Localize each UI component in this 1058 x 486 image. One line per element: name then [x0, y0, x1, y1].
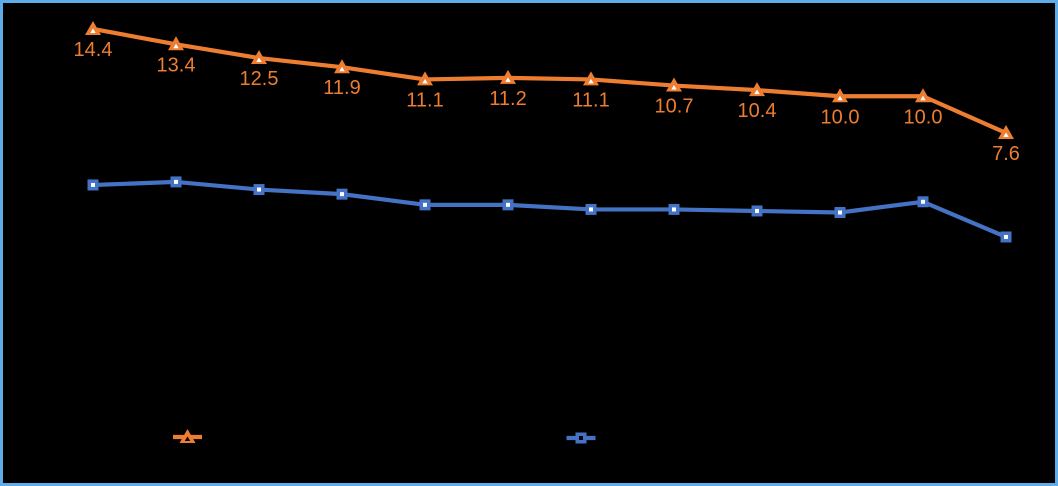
series-orange-data-label: 10.0 — [821, 106, 860, 128]
legend-item-orange — [173, 429, 202, 443]
series-orange-marker-triangle-center — [588, 78, 594, 84]
series-orange-marker-triangle — [998, 124, 1014, 139]
series-orange-marker-triangle — [749, 82, 765, 97]
series-blue-marker-square-center — [174, 179, 178, 184]
series-orange-marker-triangle-center — [90, 28, 96, 33]
series-orange-marker-triangle-center — [1003, 132, 1009, 137]
series-orange-marker-triangle-center — [173, 43, 179, 49]
legend-item-blue — [566, 432, 596, 444]
series-orange-data-label: 10.0 — [904, 106, 943, 128]
series-orange-marker-triangle — [915, 88, 931, 103]
series-blue-marker-square-center — [755, 208, 759, 213]
series-orange-data-label: 11.1 — [406, 89, 443, 111]
series-blue-marker-square-center — [257, 187, 261, 192]
series-blue — [87, 176, 1012, 243]
series-orange-marker-triangle — [168, 36, 184, 51]
series-orange-marker-triangle — [583, 71, 599, 86]
series-blue-marker-square-center — [838, 210, 842, 215]
series-orange-marker-triangle-center — [256, 57, 262, 63]
series-orange-marker-triangle — [334, 59, 350, 74]
series-orange-marker-triangle-center — [505, 77, 511, 82]
series-orange-marker-triangle-center — [837, 95, 843, 101]
series-orange-line — [90, 26, 1009, 136]
series-blue-marker-square-center — [91, 182, 95, 187]
series-orange-marker-triangle-center — [754, 89, 760, 95]
series-orange-marker-triangle — [85, 20, 101, 35]
series-orange-marker-triangle-center — [920, 95, 926, 101]
series-orange-legend-marker-triangle-center — [184, 436, 191, 441]
series-blue-marker-square-center — [423, 202, 427, 207]
legend — [173, 429, 596, 444]
series-orange-marker-triangle — [251, 50, 267, 65]
series-orange-marker-triangle-center — [422, 78, 428, 84]
series-blue-marker-square-center — [506, 202, 510, 207]
series-orange-marker-triangle-center — [671, 85, 677, 90]
series-blue-line — [90, 179, 1009, 240]
series-orange-data-label: 10.7 — [655, 96, 694, 118]
series-blue-marker-square-center — [672, 207, 676, 212]
series-orange: 14.4 13.4 12.5 11.9 11.1 11.2 11.1 10.7 10.4 10.0… — [74, 20, 1020, 165]
series-orange-data-label: 12.5 — [240, 68, 279, 90]
series-orange-data-label: 7.6 — [992, 143, 1020, 165]
series-blue-marker-square-center — [589, 207, 593, 212]
series-orange-data-label: 10.4 — [738, 100, 777, 122]
series-orange-marker-triangle-center — [339, 66, 345, 72]
series-orange-legend-marker-triangle — [179, 429, 196, 443]
series-orange-data-label: 11.2 — [489, 88, 526, 110]
series-orange-marker-triangle — [500, 69, 516, 84]
series-blue-marker-square-center — [1004, 234, 1008, 239]
series-orange-data-label: 13.4 — [157, 54, 196, 76]
series-orange-marker-triangle — [417, 71, 433, 86]
series-blue-marker-square-center — [340, 192, 344, 197]
series-orange-marker-triangle — [832, 88, 848, 103]
series-orange-data-label: 11.9 — [323, 77, 360, 99]
series-blue-legend-marker-square-center — [579, 436, 583, 440]
series-orange-data-label: 14.4 — [74, 39, 113, 61]
series-orange-data-label: 11.1 — [572, 89, 609, 111]
series-orange-marker-triangle — [666, 77, 682, 92]
series-blue-marker-square-center — [921, 199, 925, 204]
